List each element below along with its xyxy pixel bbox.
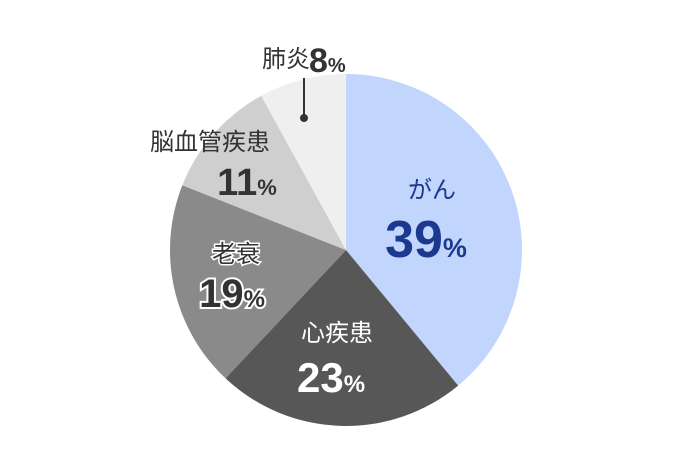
leaders-layer (300, 78, 308, 122)
slice-value-1: 39% (385, 211, 467, 269)
pie-slice-3 (170, 185, 346, 379)
slice-label-4: 脳血管疾患 (150, 128, 270, 156)
slice-value-4: 11% (217, 162, 277, 204)
pie-slice-5 (261, 74, 346, 250)
labels-layer: がん 39% 心疾患 23% 老衰 19% 脳血管疾患 11% 肺炎 8% (150, 42, 467, 401)
slice-value-2: 23% (297, 354, 365, 401)
slice-label-2: 心疾患 (301, 319, 373, 347)
leader-dot (300, 114, 308, 122)
slice-value-3: 19% (199, 272, 265, 316)
slice-label-5: 肺炎 (262, 45, 310, 73)
slice-label-1: がん (408, 176, 456, 204)
slice-value-5: 8% (309, 42, 346, 80)
pie-slice-4 (182, 95, 346, 251)
slices-layer (170, 74, 523, 427)
pie-slice-1 (346, 74, 523, 386)
slice-label-3: 老衰 (212, 240, 260, 268)
pie-slice-2 (225, 250, 459, 427)
